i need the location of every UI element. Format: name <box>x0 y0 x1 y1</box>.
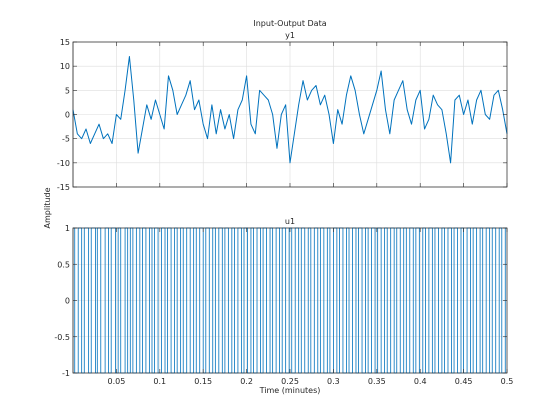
u1-xtick-label: 0.15 <box>194 377 212 386</box>
y1-ytick-label: 0 <box>65 111 70 120</box>
u1-xtick-label: 0.3 <box>327 377 340 386</box>
u1-ytick-label: -1 <box>62 369 70 378</box>
u1-axes: -1 -0.5 0 0.5 1 0.05 0.1 0.15 0.2 0.25 0.3 0.35 0.4… <box>54 217 513 386</box>
y1-ytick-label: -15 <box>57 183 70 192</box>
u1-xtick-label: 0.4 <box>414 377 427 386</box>
u1-axes-title: u1 <box>285 217 295 226</box>
y1-ytick-labels: -15 -10 -5 0 5 10 15 <box>57 38 70 192</box>
u1-xtick-label: 0.1 <box>153 377 166 386</box>
figure-xlabel: Time (minutes) <box>259 386 321 395</box>
y1-axes-title: y1 <box>285 31 295 40</box>
y1-axes: -15 -10 -5 0 5 10 15 y1 <box>57 31 508 192</box>
u1-ytick-label: -0.5 <box>54 333 70 342</box>
u1-xtick-label: 0.35 <box>368 377 386 386</box>
u1-ytick-labels: -1 -0.5 0 0.5 1 <box>54 224 70 378</box>
figure-title: Input-Output Data <box>253 19 326 28</box>
u1-xtick-label: 0.5 <box>501 377 514 386</box>
y1-ytick-label: -5 <box>62 135 70 144</box>
u1-xtick-label: 0.25 <box>281 377 299 386</box>
y1-ticks <box>73 41 508 188</box>
figure-ylabel: Amplitude <box>43 187 52 228</box>
u1-ytick-label: 0.5 <box>57 260 70 269</box>
y1-ytick-label: 15 <box>60 38 70 47</box>
u1-xtick-label: 0.05 <box>107 377 125 386</box>
u1-ytick-label: 1 <box>65 224 70 233</box>
u1-xtick-label: 0.45 <box>455 377 473 386</box>
u1-xtick-label: 0.2 <box>240 377 253 386</box>
y1-ytick-label: -10 <box>57 159 70 168</box>
u1-ytick-label: 0 <box>65 297 70 306</box>
y1-ytick-label: 10 <box>60 62 70 71</box>
y1-ytick-label: 5 <box>65 86 70 95</box>
u1-ticks <box>73 227 508 374</box>
u1-xtick-labels: 0.05 0.1 0.15 0.2 0.25 0.3 0.35 0.4 0.45 0.5 <box>107 377 513 386</box>
y1-series-line <box>72 56 508 164</box>
